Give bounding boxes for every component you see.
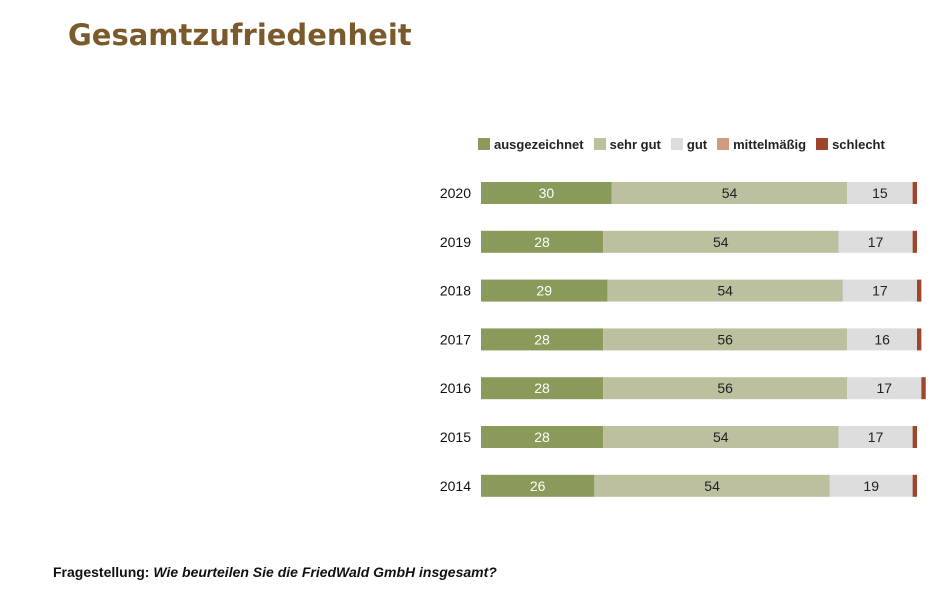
y-tick-label: 2017 [440, 331, 471, 347]
bar-segment-sehr-gut [607, 279, 843, 302]
bar-segment-gut [847, 182, 913, 204]
legend-item-sehr-gut: sehr gut [593, 136, 661, 152]
bar-segment-schlecht [912, 474, 917, 497]
bar-segment-sehr-gut [603, 230, 839, 253]
y-tick-label: 2018 [440, 283, 471, 299]
bar-segment-gut [838, 230, 913, 253]
bar-segment-sehr-gut [603, 328, 848, 351]
data-label: 29 [536, 283, 552, 299]
bar-segment-sehr-gut [594, 474, 830, 497]
bar-segment-schlecht [921, 377, 926, 400]
legend-item-ausgezeichnet: ausgezeichnet [478, 137, 584, 152]
bar-segment-ausgezeichnet [481, 230, 604, 253]
legend-label: mittelmäßig [733, 136, 807, 152]
data-label: 16 [874, 331, 890, 347]
data-label: 56 [717, 380, 733, 396]
bar-segment-ausgezeichnet [481, 182, 612, 204]
bar-segment-schlecht [912, 182, 917, 204]
legend-swatch [816, 138, 829, 150]
legend-label: sehr gut [609, 136, 661, 152]
legend-swatch [478, 138, 490, 150]
question-text: Wie beurteilen Sie die FriedWald GmbH in… [153, 564, 497, 580]
bar-segment-schlecht [912, 426, 917, 448]
bar-segment-sehr-gut [603, 377, 848, 400]
data-label: 28 [534, 380, 550, 396]
chart-legend: ausgezeichnet sehr gut gut mittelmäßig schle… [478, 136, 885, 152]
question-footer: Fragestellung: Wie beurteilen Sie die Fr… [53, 564, 497, 580]
legend-item-schlecht: schlecht [816, 137, 885, 152]
y-tick-label: 2019 [440, 234, 471, 250]
data-label: 17 [872, 283, 888, 299]
bar-segment-ausgezeichnet [481, 426, 604, 448]
question-label: Fragestellung: [53, 564, 150, 580]
bar-segment-gut [838, 426, 913, 448]
data-label: 54 [713, 234, 729, 250]
data-label: 17 [868, 234, 884, 250]
y-tick-label: 2020 [440, 185, 471, 201]
data-label: 26 [530, 478, 546, 494]
legend-item-mittelmäßig: mittelmäßig [717, 137, 806, 152]
bar-segment-gut [847, 377, 922, 400]
data-label: 54 [717, 283, 733, 299]
bar-segment-gut [847, 328, 917, 351]
bar-segment-schlecht [917, 328, 922, 351]
data-label: 17 [868, 429, 884, 445]
bar-segment-gut [829, 474, 913, 497]
data-label: 30 [539, 185, 555, 201]
legend-swatch [593, 138, 606, 150]
data-label: 15 [872, 185, 888, 201]
bar-segment-ausgezeichnet [481, 328, 604, 351]
bar-segment-sehr-gut [603, 426, 839, 448]
data-label: 28 [534, 429, 550, 445]
legend-item-gut: gut [670, 136, 708, 152]
data-label: 28 [534, 234, 550, 250]
bar-segment-schlecht [912, 230, 917, 253]
legend-label: gut [686, 136, 708, 152]
y-tick-label: 2014 [440, 478, 471, 494]
bar-segment-sehr-gut [611, 182, 848, 204]
bar-segment-ausgezeichnet [481, 474, 595, 497]
legend-swatch [670, 138, 683, 150]
data-label: 56 [717, 331, 733, 347]
data-label: 54 [722, 185, 738, 201]
bar-segment-gut [842, 279, 917, 302]
chart-title: Gesamtzufriedenheit [68, 18, 412, 52]
data-label: 54 [704, 478, 720, 494]
legend-label: ausgezeichnet [494, 136, 584, 152]
legend-label: schlecht [832, 136, 885, 152]
data-label: 28 [534, 331, 550, 347]
y-tick-label: 2015 [440, 429, 471, 445]
data-label: 54 [713, 429, 729, 445]
y-tick-label: 2016 [440, 380, 471, 396]
bar-segment-ausgezeichnet [481, 377, 604, 400]
bar-segment-schlecht [917, 279, 922, 302]
data-label: 17 [877, 380, 893, 396]
data-label: 19 [863, 478, 879, 494]
legend-swatch [717, 138, 730, 150]
bar-segment-ausgezeichnet [481, 279, 608, 302]
